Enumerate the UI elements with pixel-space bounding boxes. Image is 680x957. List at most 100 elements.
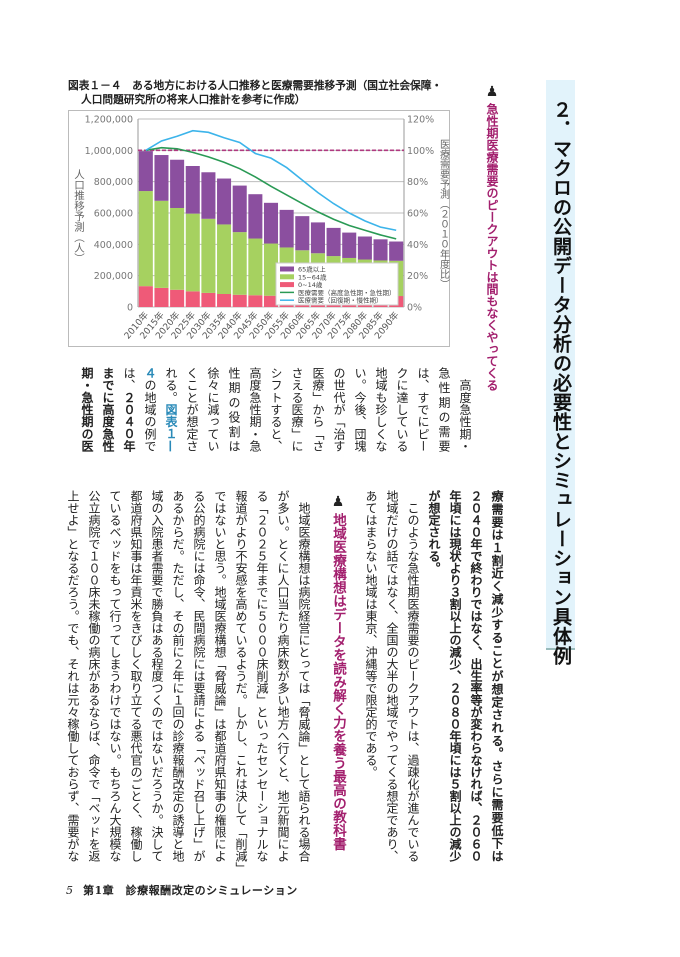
text-run: が多い。とくに人口当たり病床数が多い地方へ行くと、地元新聞によ [276,490,290,862]
text-run: 地域医療構想は病院経営にとっては「脅威論」として語られる場合 [297,490,311,862]
text-column: 高度急性期・急 [244,367,265,452]
text-column: 地域医療構想は病院経営にとっては「脅威論」として語られる場合 [293,490,314,862]
text-column: このような急性期医療需要のピークアウトは、過疎化が進んでいる [402,490,423,862]
y2-tick-label: 60% [407,209,428,220]
text-column: さえる医療」に [286,367,307,452]
text-run: る「２０２５年までに５０００床削減」といったセンセーショナルな [255,490,269,862]
bar-segment [326,227,341,257]
y2-tick-label: 20% [407,271,428,282]
text-run: 高度急性期・ [458,367,472,452]
bar-segment [342,232,357,258]
chart-svg: 0 0% 200,000 20% 400,000 40% 600,000 60% 800,000… [73,115,450,342]
bar-segment [263,202,279,244]
y-tick-label: 1,000,000 [85,146,133,157]
text-column: ４の地域の例で [139,367,160,452]
bar-segment [170,289,185,307]
text-column: は、すでにピー [412,367,433,452]
y-tick-label: 0 [127,303,133,314]
figure-caption: 図表１－４ ある地方における人口推移と医療需要推移予測（国立社会保障・ 人口問題… [68,79,468,107]
text-run: 年頃には現状より３割以上の減少、２０８０年頃には５割以上の減少 [448,490,462,862]
figure-caption-line1: 図表１－４ ある地方における人口推移と医療需要推移予測（国立社会保障・ [68,79,443,92]
text-run: このような急性期医療需要のピークアウトは、過疎化が進んでいる [406,490,420,862]
bar-segment [138,151,153,192]
text-run: 都道府県知事は年貢米をきびしく取り立てる悪代官のごとく、稼働し [129,490,143,862]
bar-segment [201,218,216,293]
text-column: シフトすると、 [265,367,286,452]
text-column: 療需要は１割近く減少することが想定される。さらに需要低下は [486,490,507,862]
text-column: 報道がより不安感を高めているようだ。しかし、これは決して「削減」 [230,490,251,874]
bar-segment [295,216,310,251]
bar-segment [185,166,200,214]
page-number: 5 [66,884,73,897]
text-column: 急性期の需要 [433,367,454,452]
series-line [145,146,397,240]
bar-segment [217,178,232,225]
text-column: る「２０２５年までに５０００床削減」といったセンセーショナルな [251,490,272,862]
text-column: ているベッドをもって行ってしまうわけではない。もちろん大規模な [104,490,125,862]
bar-segment [248,238,263,296]
bar-segment [170,159,185,208]
text-run: シフトすると、 [269,367,283,452]
figure-reference-link[interactable]: ４ [143,367,157,380]
section-title: ２．マクロの公開データ分析の必要性とシミュレーション具体例 [550,100,572,666]
text-column: が想定される。 [423,490,444,862]
bar-segment [232,185,247,233]
y-tick-label: 200,000 [94,271,133,282]
bar-segment [263,243,279,296]
text-column: る公的病院には命令、民間病院には要請による「ベッド召し上げ」が [188,490,209,862]
text-column: 公立病院で１００床未稼働の病床があるならば、命令で「ベッドを返 [83,490,104,862]
chapter-title-band [546,80,575,650]
chess-pawn-icon: ♟ [484,84,500,100]
text-run: さえる医療」に [290,367,304,452]
text-run: れる。 [164,367,178,404]
text-run: あてはまらない地域は東京、沖縄等で限定的である。 [364,490,378,778]
figure-reference-link[interactable]: 図表１— [164,403,178,453]
bar-segment [138,286,153,307]
text-column: 都道府県知事は年貢米をきびしく取り立てる悪代官のごとく、稼働し [125,490,146,862]
y2-tick-label: 0% [407,303,422,314]
subheading-text: 地域医療構想はデータを読み解く力を養う最高の教科書 [330,513,346,851]
text-run: ２０４０年で終わりではなく、出生率等が変わらなければ、２０６０ [469,490,483,862]
text-run: 療需要は１割近く減少することが想定される。さらに需要低下は [490,490,504,862]
text-column: 域の入院患者需要で勝負はある程度つくのではないだろうか。決して [146,490,167,862]
bar-segment [232,232,247,295]
text-run: 高度急性期・急 [248,367,262,452]
bar-segment [232,294,247,307]
text-run: は、 [122,367,136,392]
y-tick-label: 1,200,000 [85,115,133,126]
y2-tick-label: 120% [407,115,434,126]
section-heading-text: 急性期医療需要のピークアウトは間もなくやってくる [485,103,499,391]
text-column: あてはまらない地域は東京、沖縄等で限定的である。 [360,490,381,862]
text-column: 高度急性期・ [454,367,475,452]
legend-label: 医療需要（高度急性期・急性期） [298,288,396,297]
text-column: 性期の役割は [223,367,244,452]
text-run: あるからだ。ただし、その前に２年に１回の診療報酬改定の誘導と地 [171,490,185,862]
text-run: ているベッドをもって行ってしまうわけではない。もちろん大規模な [108,490,122,862]
text-column: 医療」から「さ [307,367,328,452]
text-column: れる。図表１— [160,367,181,452]
text-run: ２０４０年 [122,391,136,453]
bar-segment [185,213,200,292]
text-run: くことが想定さ [185,367,199,452]
text-run: が想定される。 [427,490,441,574]
text-column: 徐々に減ってい [202,367,223,452]
bar-segment [138,191,153,287]
bar-segment [217,224,232,294]
y-tick-label: 600,000 [94,209,133,220]
text-column: 年頃には現状より３割以上の減少、２０８０年頃には５割以上の減少 [444,490,465,862]
text-run: の地域の例で [143,379,157,453]
text-column: が多い。とくに人口当たり病床数が多い地方へ行くと、地元新聞によ [272,490,293,862]
legend-box [275,262,399,306]
text-run: 地域だけの話ではなく、全国の大半の地域でやってくる想定であり、 [385,490,399,862]
text-run: 公立病院で１００床未稼働の病床があるならば、命令で「ベッドを返 [87,490,101,862]
text-column: 地域だけの話ではなく、全国の大半の地域でやってくる想定であり、 [381,490,402,862]
y-tick-label: 800,000 [94,177,133,188]
text-run: 医療」から「さ [311,367,325,452]
text-run: までに高度急性 [101,367,115,452]
text-column: い。今後、団塊 [349,367,370,452]
legend-label: 65歳以上 [298,265,326,274]
bar-segment [263,295,279,307]
body-text-lower-left: 地域医療構想は病院経営にとっては「脅威論」として語られる場合 が多い。とくに人口当… [62,490,314,874]
y2-tick-label: 80% [407,177,428,188]
bar-segment [170,207,185,290]
